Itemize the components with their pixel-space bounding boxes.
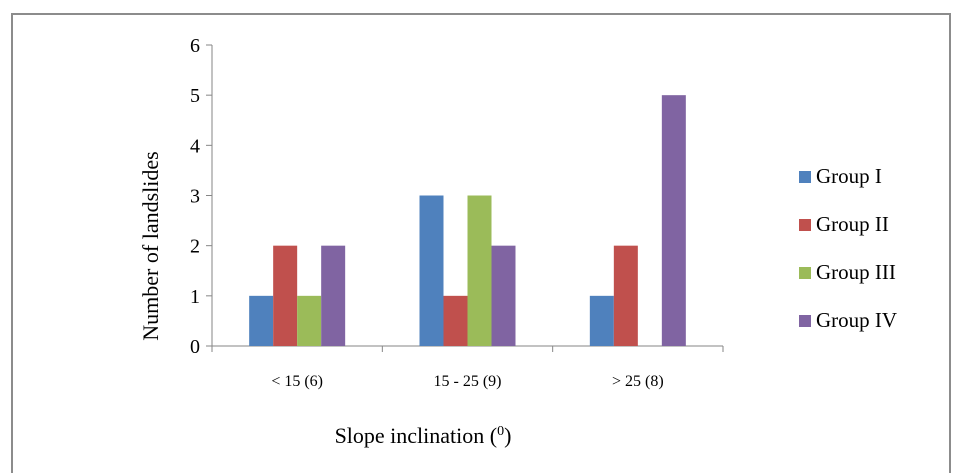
legend-swatch (799, 267, 811, 279)
legend-label: Group IV (816, 308, 897, 332)
bar-group-ii (273, 245, 298, 346)
bar-group-iii (297, 295, 322, 346)
x-axis-label-superscript: 0 (497, 424, 504, 439)
x-tick-label: > 25 (8) (612, 373, 664, 390)
legend: Group I Group II Group III Group IV (799, 164, 897, 332)
chart-frame (11, 13, 951, 473)
bar-group-iv (661, 95, 686, 347)
x-axis-label-close: ) (504, 423, 511, 448)
y-tick-label: 4 (190, 135, 200, 157)
y-tick-label: 6 (190, 35, 200, 57)
bar-group-ii (613, 245, 638, 346)
x-axis-label-main: Slope inclination ( (335, 423, 498, 448)
x-axis: < 15 (6) 15 - 25 (9) > 25 (8) (211, 345, 724, 390)
y-tick-label: 0 (190, 336, 200, 358)
legend-swatch (799, 171, 811, 183)
legend-swatch (799, 315, 811, 327)
legend-label: Group I (816, 164, 882, 188)
bar-group-ii (443, 295, 468, 346)
legend-label: Group II (816, 212, 889, 236)
x-axis-label: Slope inclination (0) (335, 423, 512, 448)
legend-label: Group III (816, 260, 896, 284)
bar-group-iv (491, 245, 516, 346)
x-tick-label: 15 - 25 (9) (434, 373, 502, 390)
bars (249, 95, 686, 347)
y-tick-label: 1 (190, 286, 200, 308)
bar-group-iii (467, 195, 492, 346)
y-axis-label: Number of landslides (138, 151, 163, 340)
bar-group-iv (321, 245, 346, 346)
bar-group-i (419, 195, 444, 346)
legend-swatch (799, 219, 811, 231)
bar-group-i (589, 295, 614, 346)
y-tick-label: 3 (190, 186, 200, 208)
y-tick-label: 2 (190, 236, 200, 258)
x-tick-label: < 15 (6) (271, 373, 323, 390)
bar-group-i (249, 295, 274, 346)
y-tick-label: 5 (190, 85, 200, 107)
y-axis: 0 1 2 3 4 5 6 (190, 35, 213, 358)
